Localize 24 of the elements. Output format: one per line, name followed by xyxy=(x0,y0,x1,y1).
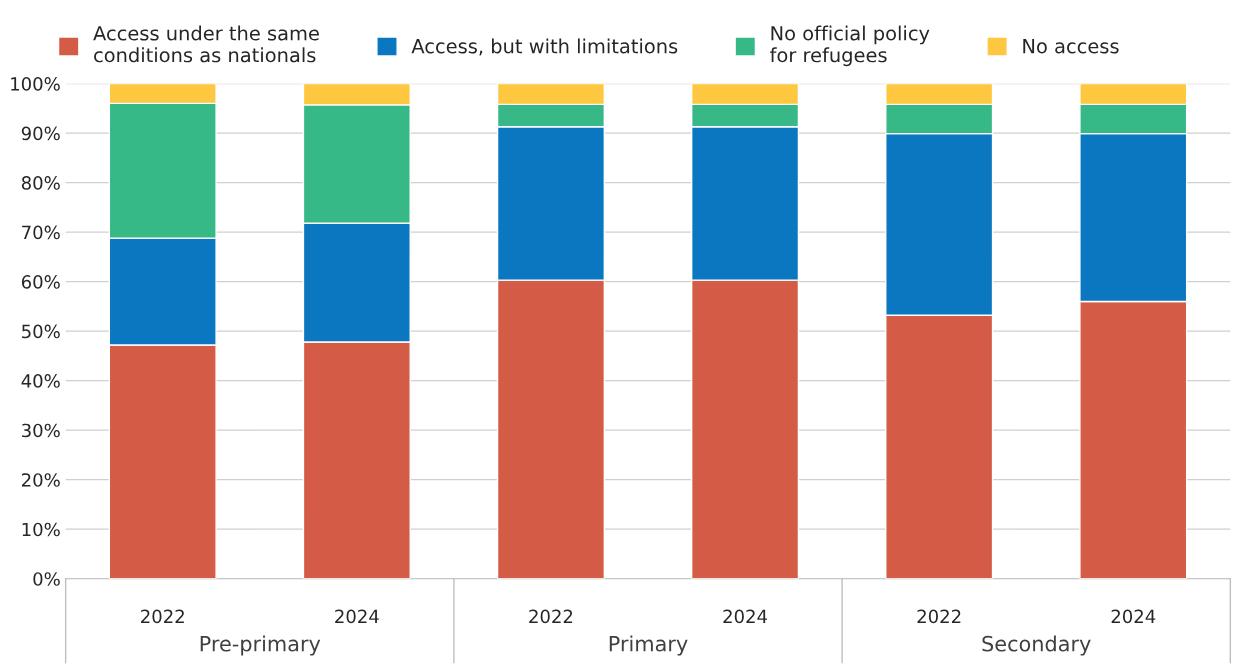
y-tick-label: 80% xyxy=(21,176,60,190)
y-tick-label: 20% xyxy=(22,473,60,487)
y-tick-label: 60% xyxy=(21,275,60,289)
y-tick-label: 70% xyxy=(22,225,60,240)
legend-label: Access under the same conditions as nationals xyxy=(93,25,319,63)
x-tick-label: 2024 xyxy=(723,609,768,624)
y-tick-label: 30% xyxy=(22,423,60,438)
y-tick-label: 0% xyxy=(33,572,60,586)
text: Secondary xyxy=(982,635,1091,656)
y-tick-label: 100% xyxy=(11,77,60,91)
legend-label: No official policy for refugees xyxy=(770,25,930,67)
text: Pre-primary xyxy=(200,635,321,656)
x-tick-label: 2022 xyxy=(141,609,184,624)
y-tick-label: 10% xyxy=(22,522,60,537)
text: Primary xyxy=(609,635,688,656)
legend-label: No access xyxy=(1023,39,1119,54)
y-tick-label: 50% xyxy=(22,324,60,339)
x-tick-label: 2024 xyxy=(335,609,379,624)
legend-label: Access, but with limitations xyxy=(411,38,678,56)
x-tick-label: 2022 xyxy=(529,609,573,624)
y-tick-label: 40% xyxy=(21,374,60,388)
y-tick-label: 90% xyxy=(21,126,60,141)
x-tick-label: 2024 xyxy=(1111,609,1156,624)
x-tick-label: 2022 xyxy=(917,609,961,624)
